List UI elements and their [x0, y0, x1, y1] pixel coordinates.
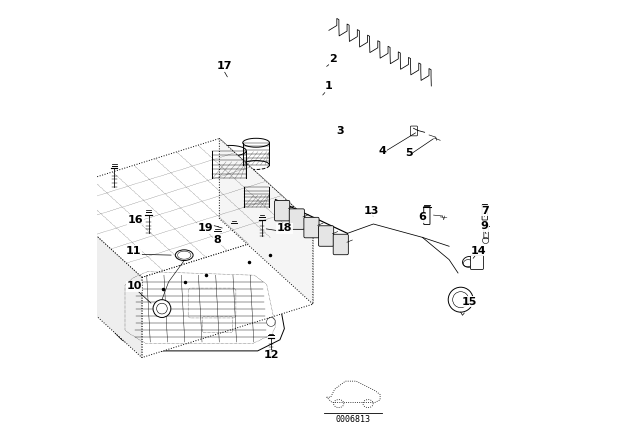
FancyBboxPatch shape — [333, 234, 348, 255]
Text: 18: 18 — [276, 224, 292, 233]
Polygon shape — [115, 264, 284, 351]
FancyBboxPatch shape — [424, 207, 430, 224]
Polygon shape — [49, 138, 313, 277]
Text: 15: 15 — [461, 297, 477, 307]
Text: 8: 8 — [214, 235, 221, 245]
Text: 14: 14 — [470, 246, 486, 256]
FancyBboxPatch shape — [275, 200, 290, 221]
Text: 10: 10 — [126, 281, 141, 291]
FancyBboxPatch shape — [289, 209, 305, 229]
Text: 19: 19 — [197, 224, 213, 233]
FancyBboxPatch shape — [470, 255, 483, 269]
Polygon shape — [49, 192, 142, 358]
Text: 11: 11 — [126, 246, 141, 256]
Circle shape — [153, 300, 171, 318]
Text: 7: 7 — [481, 206, 488, 215]
Text: 3: 3 — [336, 125, 344, 135]
Text: 12: 12 — [263, 350, 279, 360]
Text: 2: 2 — [330, 54, 337, 64]
Text: 5: 5 — [405, 148, 413, 158]
Text: 4: 4 — [378, 146, 387, 155]
Polygon shape — [220, 138, 313, 304]
Text: 0006813: 0006813 — [335, 415, 370, 424]
Text: 6: 6 — [419, 212, 426, 222]
Text: 9: 9 — [481, 221, 489, 231]
Text: 16: 16 — [127, 215, 143, 224]
FancyBboxPatch shape — [484, 225, 488, 239]
Text: 17: 17 — [216, 61, 232, 71]
FancyBboxPatch shape — [215, 230, 220, 244]
FancyBboxPatch shape — [319, 226, 333, 246]
FancyBboxPatch shape — [232, 222, 237, 237]
Text: 1: 1 — [325, 81, 333, 91]
Text: 13: 13 — [364, 206, 379, 215]
FancyBboxPatch shape — [304, 217, 319, 238]
Polygon shape — [142, 224, 313, 358]
FancyBboxPatch shape — [482, 205, 488, 220]
